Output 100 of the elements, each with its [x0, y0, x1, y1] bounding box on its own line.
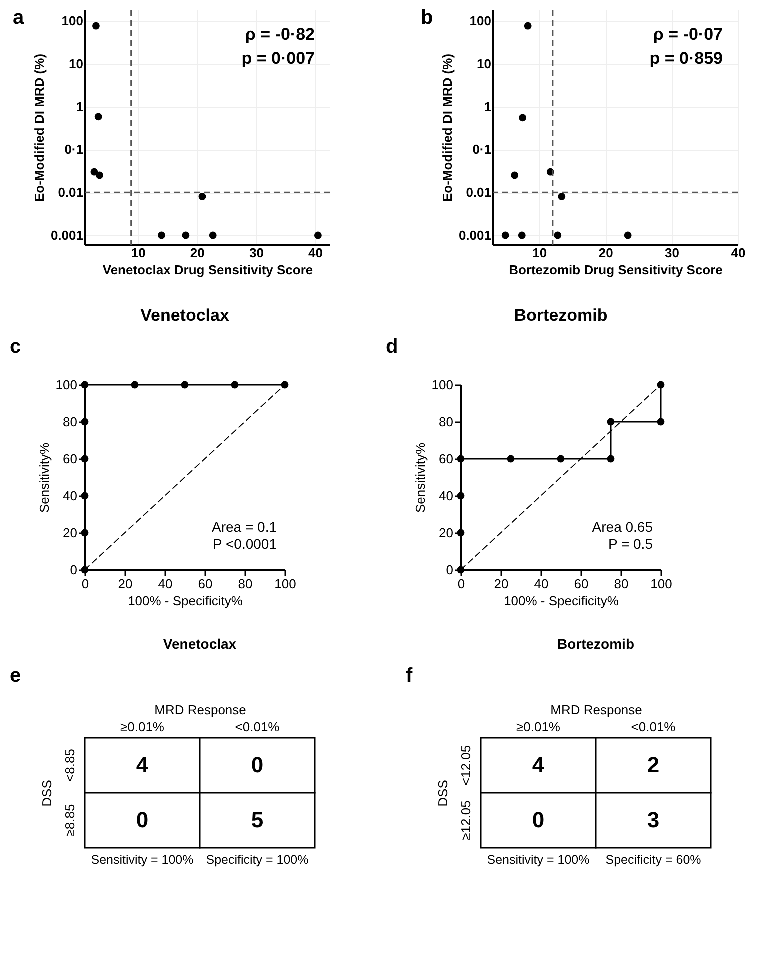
- x-axis-title: Venetoclax Drug Sensitivity Score: [102, 262, 314, 278]
- x-tick-label: 10: [532, 246, 548, 260]
- x-tick-label: 20: [118, 576, 133, 592]
- point: [209, 232, 217, 240]
- y-tick-label: ≥8.85: [62, 804, 78, 837]
- y-tick-label: <8.85: [62, 749, 78, 782]
- point: [518, 232, 526, 240]
- point: [81, 492, 89, 500]
- y-axis-title: Sensitivity%: [36, 442, 52, 514]
- y-tick-label: 40: [63, 488, 78, 504]
- text: a: [13, 7, 25, 29]
- x-axis-title: Bortezomib Drug Sensitivity Score: [509, 262, 723, 278]
- y-tick-label: 0·1: [64, 142, 84, 158]
- y-tick-label: 20: [439, 526, 454, 540]
- y-tick-label: 0·1: [472, 142, 492, 158]
- point: [314, 232, 322, 240]
- x-tick-label: 20: [494, 576, 509, 592]
- point: [524, 22, 532, 30]
- x-axis-title: 100% - Specificity%: [504, 594, 620, 608]
- y-tick-label: 20: [63, 526, 78, 540]
- point: [607, 418, 615, 426]
- x-tick-label: 40: [308, 246, 323, 260]
- y-tick-label: 0.01: [58, 185, 84, 200]
- point: [519, 114, 527, 122]
- point: [90, 168, 98, 176]
- x-tick-label: 60: [574, 576, 589, 592]
- text: Sensitivity = 100%: [487, 853, 590, 867]
- y-axis-title: DSS: [40, 780, 54, 807]
- point: [96, 172, 104, 180]
- y-axis-title: Sensitivity%: [412, 442, 428, 514]
- data-label: 0: [136, 808, 149, 832]
- point: [657, 418, 665, 426]
- text: d: [386, 336, 398, 358]
- annotation: P <0.0001: [213, 536, 278, 552]
- y-tick-label: 100: [470, 13, 492, 28]
- point: [557, 455, 565, 463]
- y-tick-label: 1: [484, 99, 492, 114]
- text: c: [10, 336, 22, 358]
- data-label: 0: [532, 808, 545, 832]
- text: b: [421, 7, 434, 29]
- annotation: p = 0·859: [650, 49, 723, 68]
- y-tick-label: 60: [63, 452, 78, 466]
- point: [231, 381, 239, 389]
- point: [158, 232, 166, 240]
- x-tick-label: ≥0.01%: [516, 720, 561, 734]
- annotation: p = 0·007: [242, 49, 315, 68]
- x-tick-label: 80: [238, 576, 253, 592]
- text: Specificity = 60%: [606, 853, 702, 867]
- point: [624, 232, 632, 240]
- x-tick-label: 30: [665, 246, 680, 260]
- annotation: Area 0.65: [592, 519, 654, 535]
- data-label: 3: [647, 808, 660, 832]
- point: [511, 172, 519, 180]
- point: [457, 455, 465, 463]
- y-tick-label: 60: [439, 452, 454, 466]
- x-tick-label: 20: [598, 246, 614, 260]
- point: [554, 232, 562, 240]
- point: [198, 193, 206, 200]
- x-tick-label: 20: [190, 246, 205, 260]
- chart-title: Bortezomib: [514, 306, 608, 325]
- y-tick-label: <12.05: [458, 745, 474, 786]
- point: [502, 232, 510, 240]
- point: [131, 381, 139, 389]
- point: [607, 455, 615, 463]
- y-axis-title: DSS: [436, 780, 450, 807]
- x-axis-title: MRD Response: [550, 702, 642, 718]
- point: [507, 455, 515, 463]
- y-tick-label: 1: [76, 99, 84, 114]
- data-label: 2: [647, 752, 660, 778]
- y-tick-label: 10: [477, 56, 492, 72]
- chart-title: Venetoclax: [163, 636, 237, 652]
- text: Sensitivity = 100%: [91, 853, 194, 867]
- point: [558, 193, 566, 200]
- text: e: [10, 665, 22, 687]
- y-tick-label: 0.01: [466, 185, 492, 200]
- y-tick-label: 100: [432, 378, 454, 392]
- x-axis-title: 100% - Specificity%: [128, 594, 244, 608]
- x-tick-label: 60: [198, 576, 213, 592]
- point: [81, 529, 89, 537]
- y-tick-label: 0.001: [458, 228, 492, 243]
- x-tick-label: 40: [534, 576, 549, 592]
- point: [457, 492, 465, 500]
- x-tick-label: 30: [249, 246, 264, 260]
- text: f: [406, 665, 413, 687]
- y-tick-label: 0.001: [50, 228, 84, 243]
- y-tick-label: 40: [439, 488, 454, 504]
- point: [182, 232, 190, 240]
- point: [181, 381, 189, 389]
- x-tick-label: 100: [274, 576, 296, 592]
- data-label: 4: [532, 752, 546, 778]
- x-tick-label: <0.01%: [235, 720, 280, 734]
- data-label: 5: [251, 808, 264, 832]
- text: Specificity = 100%: [206, 853, 309, 867]
- data-label: 0: [251, 752, 264, 778]
- annotation: ρ = -0·82: [245, 25, 315, 44]
- x-tick-label: 80: [614, 576, 629, 592]
- y-tick-label: ≥12.05: [458, 800, 474, 840]
- data-label: 4: [136, 752, 150, 778]
- annotation: ρ = -0·07: [653, 25, 723, 44]
- point: [81, 455, 89, 463]
